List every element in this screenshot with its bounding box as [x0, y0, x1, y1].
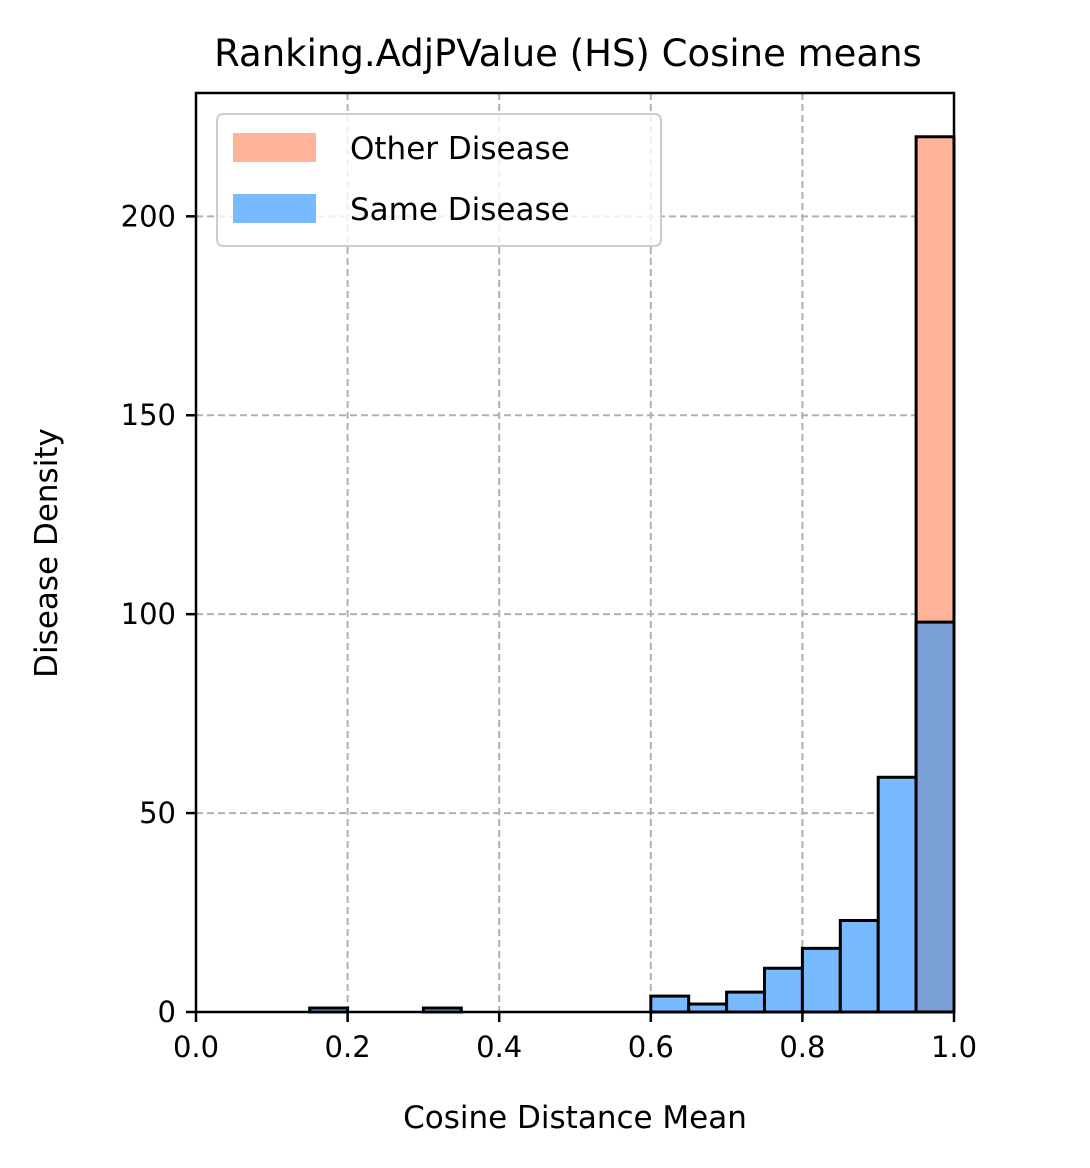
y-axis-ticks: 0 50 100 150 200 [121, 199, 196, 1029]
bar-same-disease-17 [838, 918, 880, 1014]
legend: Other Disease Same Disease [216, 113, 662, 247]
x-tick-label-4: 0.8 [779, 1030, 825, 1064]
x-axis-title: Cosine Distance Mean [403, 1100, 747, 1136]
x-tick-label-3: 0.6 [628, 1030, 674, 1064]
bar-same-disease-19 [914, 620, 956, 1014]
legend-label-same-disease: Same Disease [350, 192, 570, 228]
x-tick-label-2: 0.4 [476, 1030, 522, 1064]
x-tick-label-0: 0.0 [173, 1030, 219, 1064]
y-tick-label-1: 50 [139, 796, 176, 830]
y-axis-title: Disease Density [29, 428, 65, 678]
bar-same-disease-14 [725, 990, 766, 1014]
x-tick-label-1: 0.2 [325, 1030, 371, 1064]
legend-swatch-other-disease [233, 133, 316, 162]
legend-swatch-same-disease [233, 194, 316, 223]
legend-label-other-disease: Other Disease [350, 131, 570, 167]
histogram-bars [308, 135, 956, 1014]
y-tick-label-2: 100 [121, 597, 176, 631]
y-tick-label-4: 200 [121, 199, 176, 233]
bar-same-disease-12 [649, 994, 691, 1014]
bar-same-disease-15 [763, 966, 804, 1014]
y-tick-label-3: 150 [121, 398, 176, 432]
bar-same-disease-18 [876, 775, 918, 1014]
x-tick-label-5: 1.0 [931, 1030, 977, 1064]
plot-frame [194, 91, 956, 1014]
y-tick-label-0: 0 [158, 995, 176, 1029]
chart-title: Ranking.AdjPValue (HS) Cosine means [214, 32, 922, 75]
axes [194, 91, 956, 1014]
legend-frame [216, 113, 662, 247]
x-axis-ticks: 0.0 0.2 0.4 0.6 0.8 1.0 [173, 1012, 977, 1064]
bar-same-disease-16 [800, 946, 842, 1014]
